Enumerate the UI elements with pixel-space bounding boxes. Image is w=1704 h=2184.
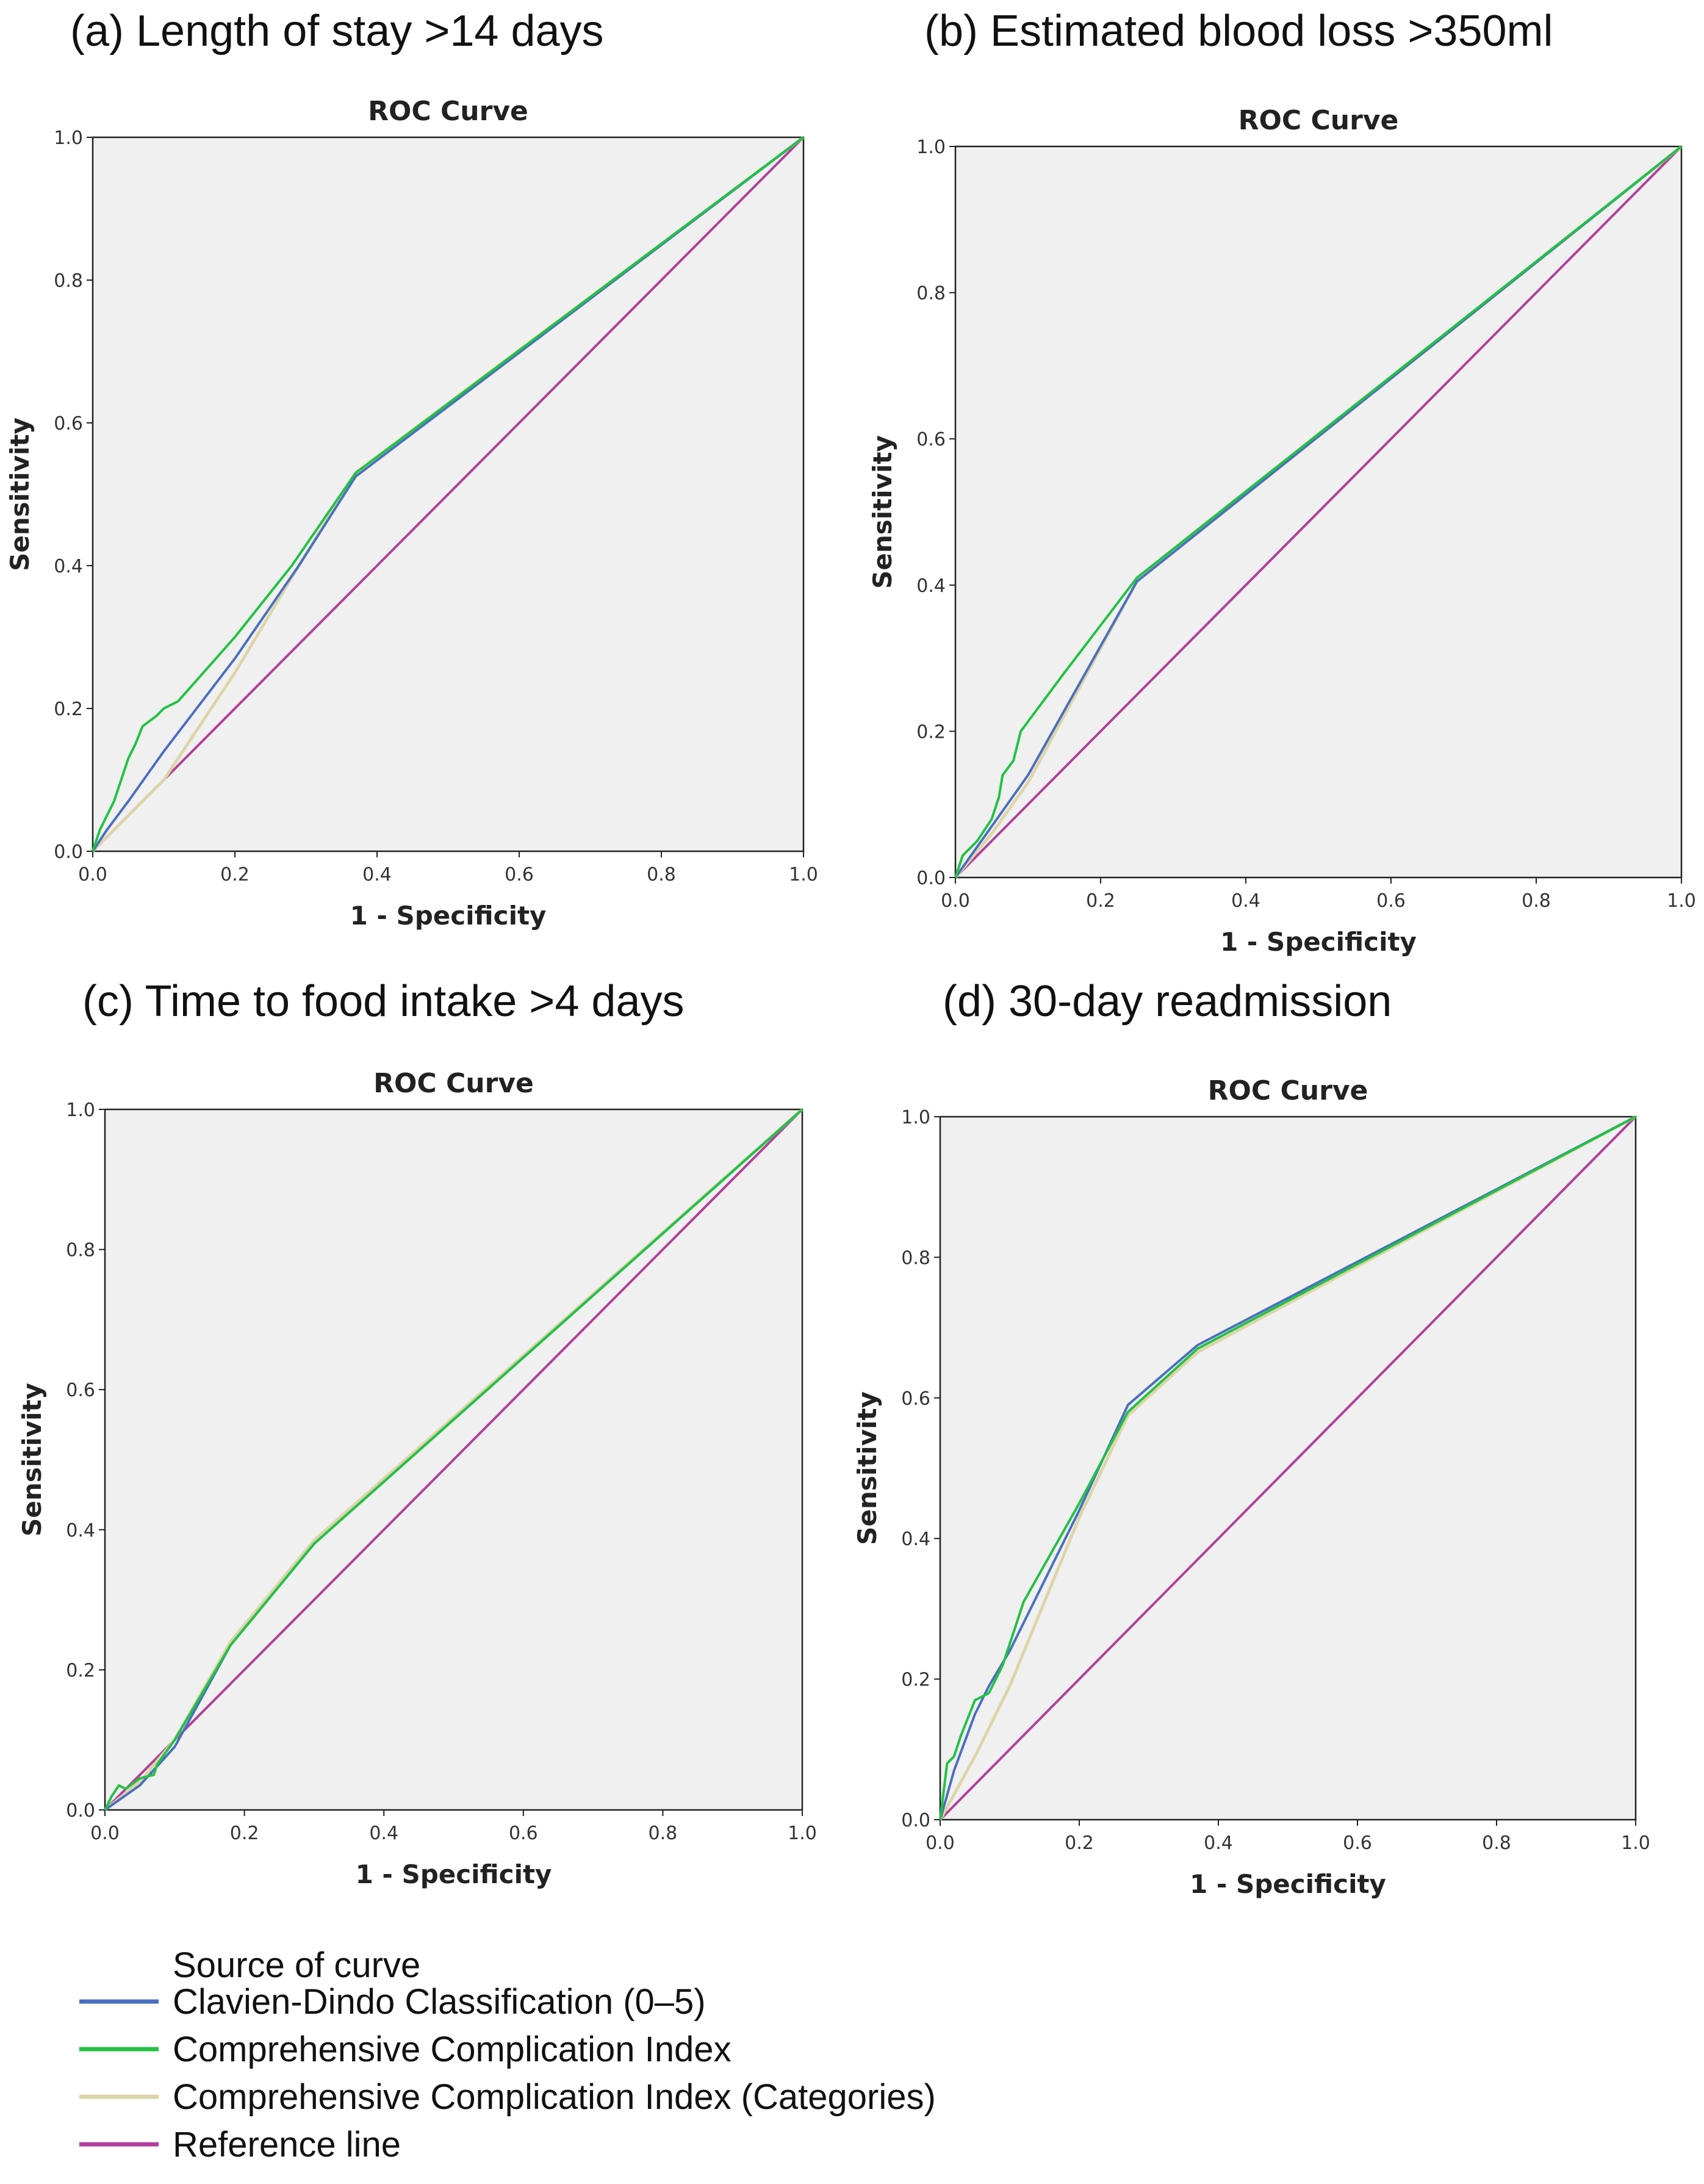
y-tick-label: 0.2 bbox=[66, 1660, 95, 1681]
panel-title-a: (a) Length of stay >14 days bbox=[70, 7, 604, 56]
roc-line-clavien-dindo-classification-0-5 bbox=[939, 1115, 1636, 1820]
panel-title-b: (b) Estimated blood loss >350ml bbox=[924, 7, 1553, 56]
legend: Source of curve Clavien-Dindo Classifica… bbox=[79, 1945, 936, 2164]
x-tick-label: 1.0 bbox=[1621, 1833, 1650, 1854]
y-axis-label: Sensitivity bbox=[852, 1391, 882, 1545]
x-axis-label: 1 - Specificity bbox=[1220, 927, 1417, 957]
x-tick-label: 0.4 bbox=[369, 1823, 398, 1844]
roc-line-reference-line bbox=[939, 1115, 1637, 1821]
x-tick-label: 0.0 bbox=[941, 890, 970, 912]
roc-line-comprehensive-complication-index bbox=[104, 1108, 803, 1811]
x-tick-label: 0.4 bbox=[362, 864, 392, 885]
roc-line-comprehensive-complication-index-categories bbox=[938, 1115, 1637, 1821]
roc-chart-b: ROC Curve 0.0 0.2 0.4 0.6 0.8 1.0 0.0 0.2 0.4 0.6 0… bbox=[868, 105, 1696, 957]
x-tick-label: 0.8 bbox=[1482, 1833, 1511, 1854]
roc-line-comprehensive-complication-index bbox=[92, 136, 805, 852]
roc-chart-a: ROC Curve 0.0 0.2 0.4 0.6 0.8 1.0 0.0 0.2 0.4 0.6 0… bbox=[5, 96, 818, 931]
y-tick-label: 1.0 bbox=[901, 1107, 930, 1128]
legend-title: Source of curve bbox=[173, 1945, 420, 1985]
y-tick-label: 0.4 bbox=[916, 575, 946, 597]
y-tick-label: 0.2 bbox=[916, 721, 946, 743]
x-tick-label: 0.6 bbox=[505, 864, 534, 885]
x-tick-label: 0.0 bbox=[90, 1823, 120, 1844]
y-tick-label: 0.0 bbox=[901, 1810, 930, 1831]
chart-title: ROC Curve bbox=[368, 96, 528, 127]
y-tick-label: 0.2 bbox=[901, 1670, 930, 1691]
roc-chart-d: ROC Curve 0.0 0.2 0.4 0.6 0.8 1.0 0.0 0.2 0.4 0.6 0… bbox=[852, 1075, 1650, 1899]
x-tick-label: 0.8 bbox=[647, 864, 676, 885]
legend-label-clavien-dindo: Clavien-Dindo Classification (0–5) bbox=[173, 1982, 706, 2022]
roc-line-reference-line bbox=[104, 1108, 803, 1811]
x-tick-label: 0.8 bbox=[649, 1823, 678, 1844]
roc-line-comprehensive-complication-index bbox=[954, 145, 1683, 878]
x-tick-label: 0.6 bbox=[1343, 1833, 1372, 1854]
y-tick-label: 0.2 bbox=[54, 699, 83, 720]
x-axis-label: 1 - Specificity bbox=[350, 901, 547, 931]
panel-title-d: (d) 30-day readmission bbox=[943, 977, 1392, 1026]
x-tick-label: 0.6 bbox=[1376, 890, 1406, 912]
y-tick-label: 0.6 bbox=[54, 413, 83, 434]
y-tick-label: 1.0 bbox=[54, 128, 83, 149]
panel-title-c: (c) Time to food intake >4 days bbox=[82, 977, 684, 1026]
y-tick-label: 0.6 bbox=[916, 429, 946, 450]
x-tick-label: 1.0 bbox=[789, 864, 818, 885]
y-tick-label: 0.8 bbox=[901, 1247, 930, 1269]
legend-label-cci-categories: Comprehensive Complication Index (Catego… bbox=[173, 2077, 936, 2117]
y-axis-label: Sensitivity bbox=[17, 1383, 47, 1537]
x-tick-label: 0.0 bbox=[926, 1833, 955, 1854]
chart-title: ROC Curve bbox=[1238, 105, 1399, 136]
x-tick-label: 0.4 bbox=[1231, 890, 1260, 912]
roc-line-comprehensive-complication-index bbox=[939, 1115, 1636, 1820]
y-tick-label: 0.0 bbox=[916, 868, 946, 889]
y-tick-label: 0.0 bbox=[54, 842, 83, 863]
x-tick-label: 0.8 bbox=[1522, 890, 1551, 912]
x-tick-label: 0.2 bbox=[230, 1823, 259, 1844]
y-tick-label: 0.6 bbox=[66, 1380, 95, 1401]
y-tick-label: 1.0 bbox=[66, 1100, 95, 1121]
roc-chart-c: ROC Curve 0.0 0.2 0.4 0.6 0.8 1.0 0.0 0.2 0.4 0.6 0… bbox=[17, 1068, 817, 1889]
x-tick-label: 0.2 bbox=[220, 864, 250, 885]
roc-line-reference-line bbox=[954, 145, 1683, 879]
legend-label-reference-line: Reference line bbox=[173, 2125, 401, 2164]
x-tick-label: 0.0 bbox=[78, 864, 107, 885]
chart-title: ROC Curve bbox=[1208, 1075, 1368, 1106]
y-axis-label: Sensitivity bbox=[5, 417, 35, 571]
y-tick-label: 0.8 bbox=[66, 1240, 95, 1261]
x-tick-label: 0.4 bbox=[1204, 1833, 1233, 1854]
y-tick-label: 0.4 bbox=[901, 1529, 930, 1550]
x-axis-label: 1 - Specificity bbox=[356, 1859, 552, 1889]
x-tick-label: 0.2 bbox=[1065, 1833, 1094, 1854]
y-tick-label: 0.6 bbox=[901, 1388, 930, 1410]
y-axis-label: Sensitivity bbox=[868, 435, 897, 589]
x-tick-label: 0.2 bbox=[1086, 890, 1115, 912]
roc-line-reference-line bbox=[92, 136, 805, 852]
x-axis-label: 1 - Specificity bbox=[1190, 1869, 1386, 1899]
chart-title: ROC Curve bbox=[373, 1068, 534, 1099]
roc-line-clavien-dindo-classification-0-5 bbox=[954, 145, 1683, 879]
y-tick-label: 1.0 bbox=[916, 137, 946, 158]
legend-label-cci: Comprehensive Complication Index bbox=[173, 2030, 732, 2069]
y-tick-label: 0.8 bbox=[54, 270, 83, 292]
roc-line-clavien-dindo-classification-0-5 bbox=[92, 136, 805, 852]
y-tick-label: 0.4 bbox=[54, 556, 83, 577]
x-tick-label: 0.6 bbox=[509, 1823, 538, 1844]
x-tick-label: 1.0 bbox=[788, 1823, 817, 1844]
x-tick-label: 1.0 bbox=[1667, 890, 1696, 912]
y-tick-label: 0.0 bbox=[66, 1800, 95, 1822]
y-tick-label: 0.8 bbox=[916, 283, 946, 305]
y-tick-label: 0.4 bbox=[66, 1520, 95, 1541]
